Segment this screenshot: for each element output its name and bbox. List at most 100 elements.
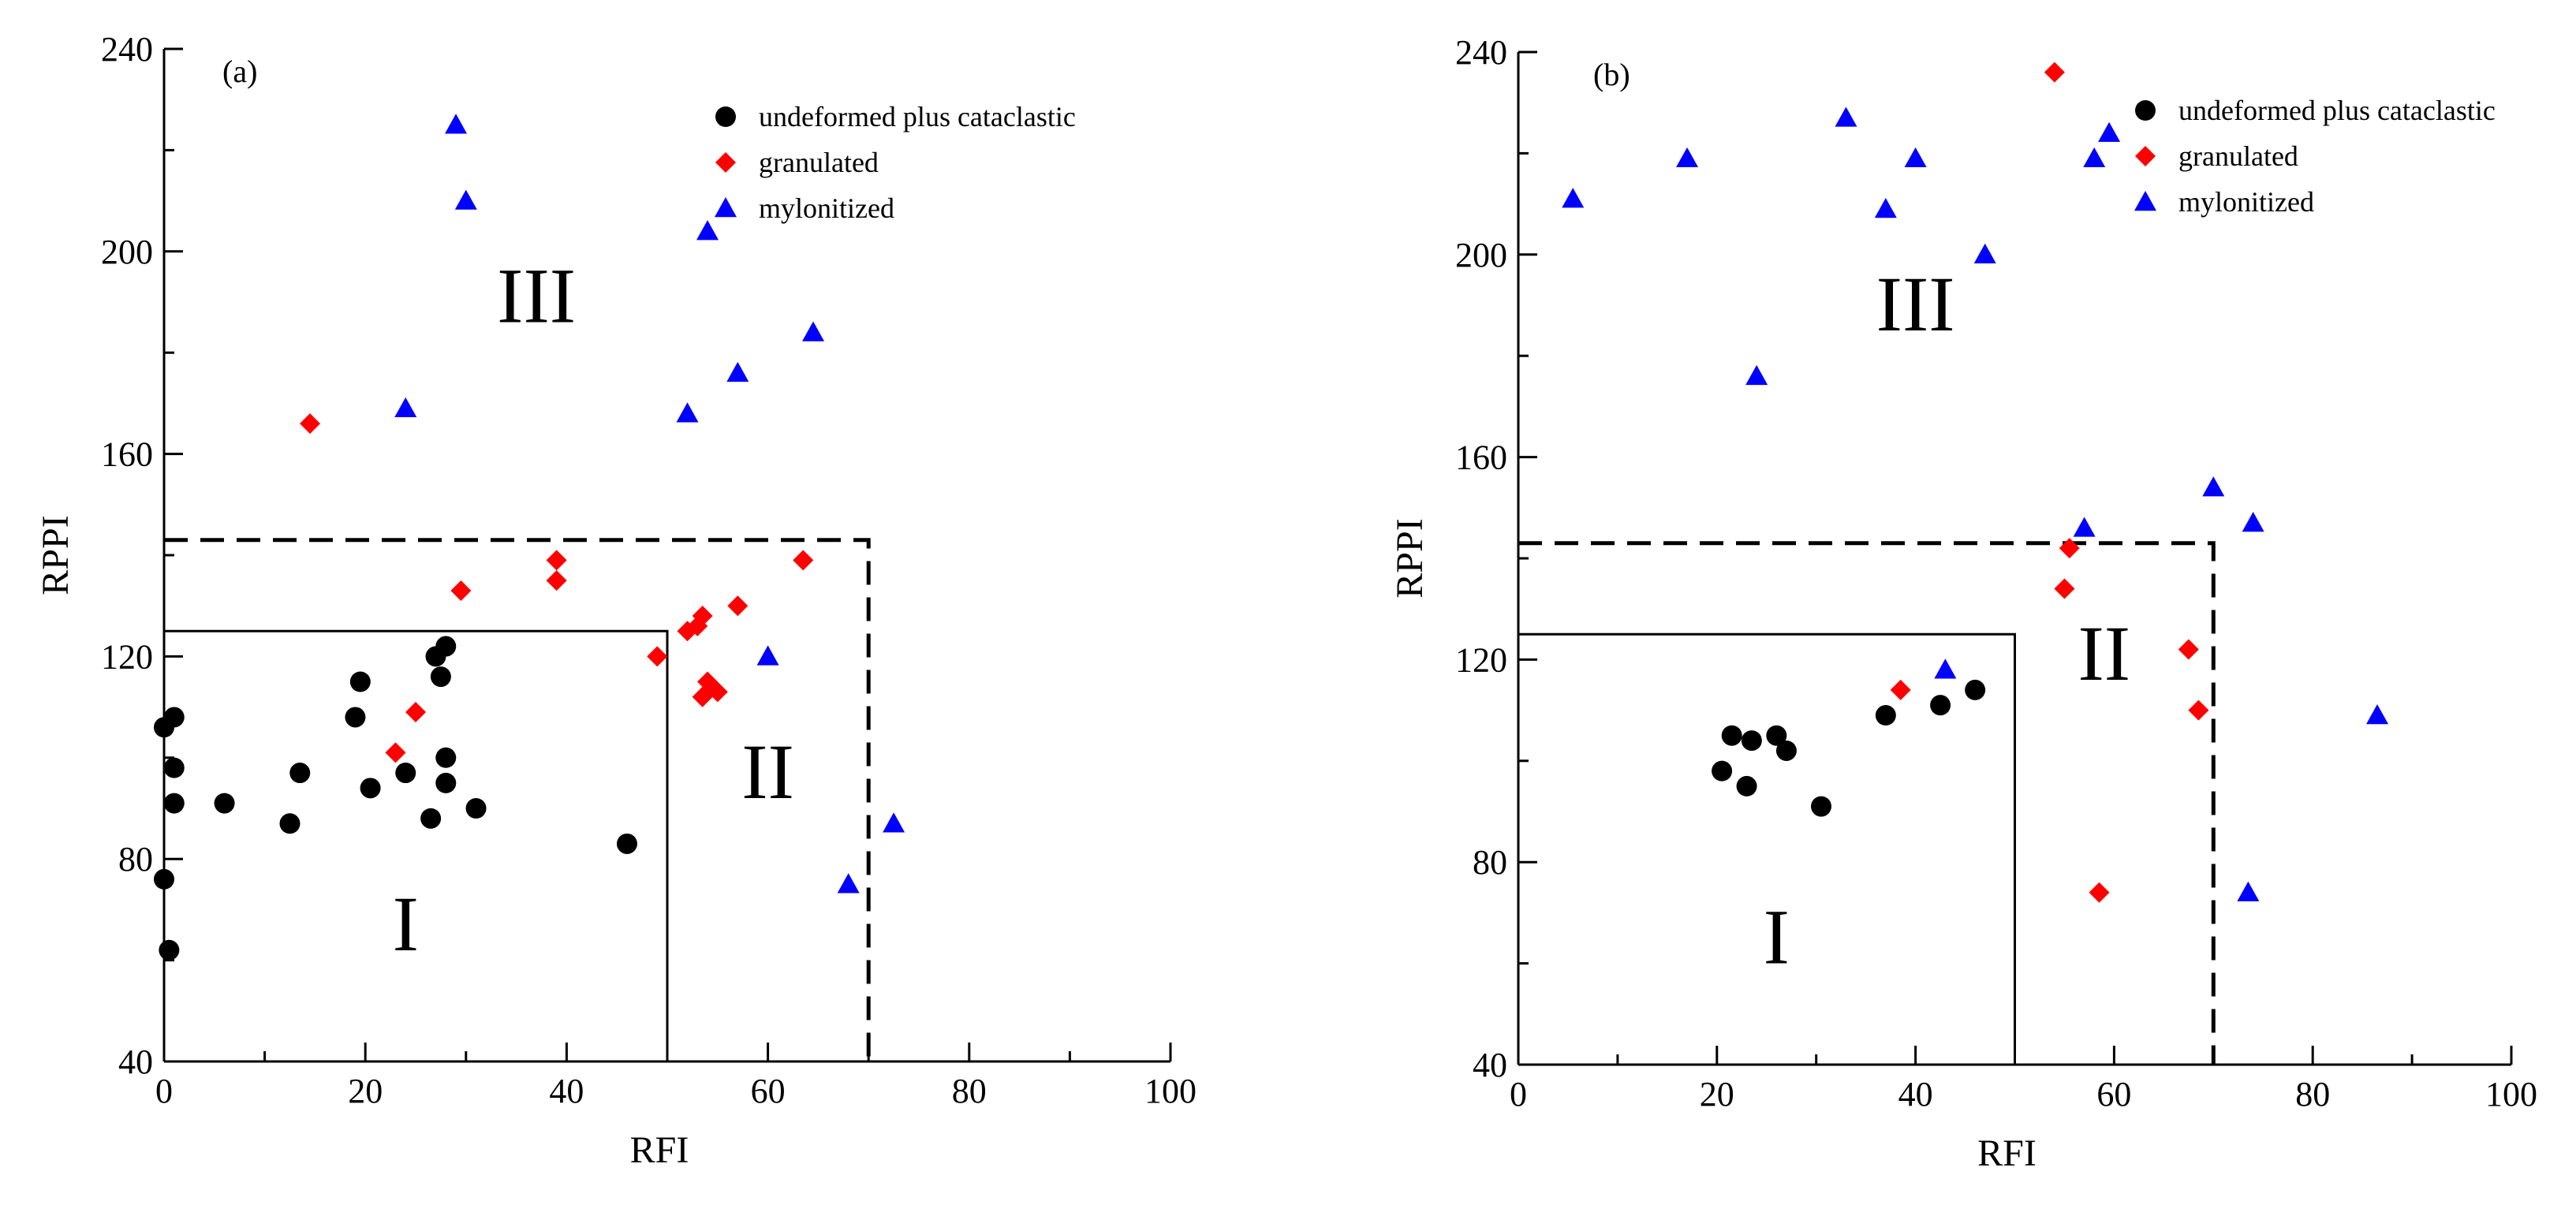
data-point-diamond <box>707 681 728 703</box>
data-point-circle <box>1736 775 1757 796</box>
x-tick-label: 0 <box>1510 1075 1527 1114</box>
data-point-circle <box>159 939 180 961</box>
x-tick-label: 40 <box>1898 1075 1933 1114</box>
legend-marker-circle <box>2135 100 2156 121</box>
y-axis-title: RPPI <box>1389 518 1431 598</box>
x-tick-label: 20 <box>348 1072 383 1110</box>
region-label-I: I <box>393 880 419 968</box>
data-point-diamond <box>300 413 321 435</box>
x-tick-label: 40 <box>549 1072 584 1110</box>
data-point-circle <box>163 707 185 728</box>
y-tick-label: 200 <box>1455 236 1507 274</box>
data-point-triangle <box>676 402 699 423</box>
legend-label: granulated <box>2178 140 2298 172</box>
data-point-triangle <box>1934 658 1957 679</box>
data-point-circle <box>214 793 235 814</box>
data-point-diamond <box>727 595 749 617</box>
data-point-circle <box>163 757 185 778</box>
data-point-circle <box>1875 705 1896 726</box>
data-point-triangle <box>726 361 749 382</box>
data-point-triangle <box>756 645 779 666</box>
y-tick-label: 40 <box>118 1043 153 1081</box>
x-axis-title: RFI <box>1977 1132 2037 1174</box>
region-label-II: II <box>2078 610 2131 697</box>
data-point-triangle <box>1835 106 1857 127</box>
data-point-triangle <box>2098 121 2121 142</box>
data-point-circle <box>289 763 311 784</box>
data-point-triangle <box>837 873 860 893</box>
data-point-triangle <box>454 189 477 210</box>
data-point-diamond <box>2059 538 2080 559</box>
data-point-circle <box>435 772 457 793</box>
y-tick-label: 160 <box>101 435 153 474</box>
data-point-diamond <box>405 702 426 723</box>
y-tick-label: 80 <box>1473 843 1507 882</box>
x-tick-label: 60 <box>751 1072 786 1110</box>
region-label-I: I <box>1764 893 1790 981</box>
data-point-circle <box>1775 740 1797 761</box>
y-tick-label: 240 <box>1455 33 1507 72</box>
data-point-diamond <box>546 570 567 591</box>
data-point-triangle <box>1562 188 1585 208</box>
data-point-triangle <box>1745 364 1768 386</box>
data-point-triangle <box>2083 147 2106 168</box>
data-point-diamond <box>450 580 472 601</box>
region-I-boundary <box>164 629 669 1061</box>
legend-label: undeformed plus cataclastic <box>2178 95 2496 126</box>
region-II-boundary <box>164 538 871 1061</box>
data-point-circle <box>1965 679 1986 700</box>
legend-marker-triangle <box>715 197 737 218</box>
data-point-triangle <box>1904 147 1927 168</box>
data-point-triangle <box>802 321 825 341</box>
panel-b: 0 20 40 60 80 1004080120160200240RFIRPPI(b)II… <box>1389 33 2537 1174</box>
panel-label: (b) <box>1593 57 1630 92</box>
data-point-triangle <box>1676 147 1699 168</box>
x-tick-label: 0 <box>155 1072 173 1110</box>
data-point-triangle <box>1874 198 1897 218</box>
y-tick-label: 120 <box>101 637 153 676</box>
legend-marker-circle <box>715 106 736 127</box>
region-label-III: III <box>497 252 576 340</box>
legend-label: mylonitized <box>759 192 894 224</box>
data-point-diamond <box>2044 62 2065 83</box>
data-point-diamond <box>1890 679 1911 700</box>
data-point-circle <box>1721 725 1742 746</box>
x-tick-label: 100 <box>1144 1072 1197 1110</box>
y-axis-title: RPPI <box>35 515 77 595</box>
data-point-diamond <box>2178 639 2199 660</box>
x-tick-label: 80 <box>2295 1075 2330 1114</box>
legend-marker-diamond <box>715 152 736 173</box>
data-point-triangle <box>2202 476 2225 497</box>
region-I-boundary <box>1518 632 2016 1065</box>
x-tick-label: 20 <box>1700 1075 1734 1114</box>
data-point-triangle <box>445 114 468 134</box>
x-tick-label: 60 <box>2096 1075 2131 1114</box>
data-point-circle <box>360 778 381 799</box>
data-point-circle <box>395 763 416 784</box>
y-tick-label: 200 <box>101 233 153 271</box>
x-tick-label: 100 <box>2485 1075 2537 1114</box>
y-tick-label: 120 <box>1455 640 1507 679</box>
data-point-circle <box>1712 760 1733 782</box>
region-label-III: III <box>1876 260 1955 348</box>
legend-label: granulated <box>759 147 879 178</box>
data-point-triangle <box>2073 517 2096 537</box>
data-point-circle <box>435 747 457 768</box>
data-point-diamond <box>2188 699 2209 721</box>
data-point-circle <box>279 813 301 834</box>
data-point-diamond <box>793 550 814 571</box>
data-point-triangle <box>696 220 719 241</box>
data-point-circle <box>349 671 371 692</box>
y-tick-label: 80 <box>118 840 153 879</box>
data-point-circle <box>465 798 487 819</box>
data-point-circle <box>1930 695 1951 716</box>
legend-label: mylonitized <box>2178 186 2314 218</box>
panel-label: (a) <box>222 54 257 89</box>
data-point-circle <box>420 808 442 829</box>
x-tick-label: 80 <box>952 1072 987 1110</box>
data-point-circle <box>154 868 174 890</box>
data-point-triangle <box>394 397 417 418</box>
region-label-II: II <box>741 728 794 815</box>
data-point-circle <box>430 666 451 688</box>
